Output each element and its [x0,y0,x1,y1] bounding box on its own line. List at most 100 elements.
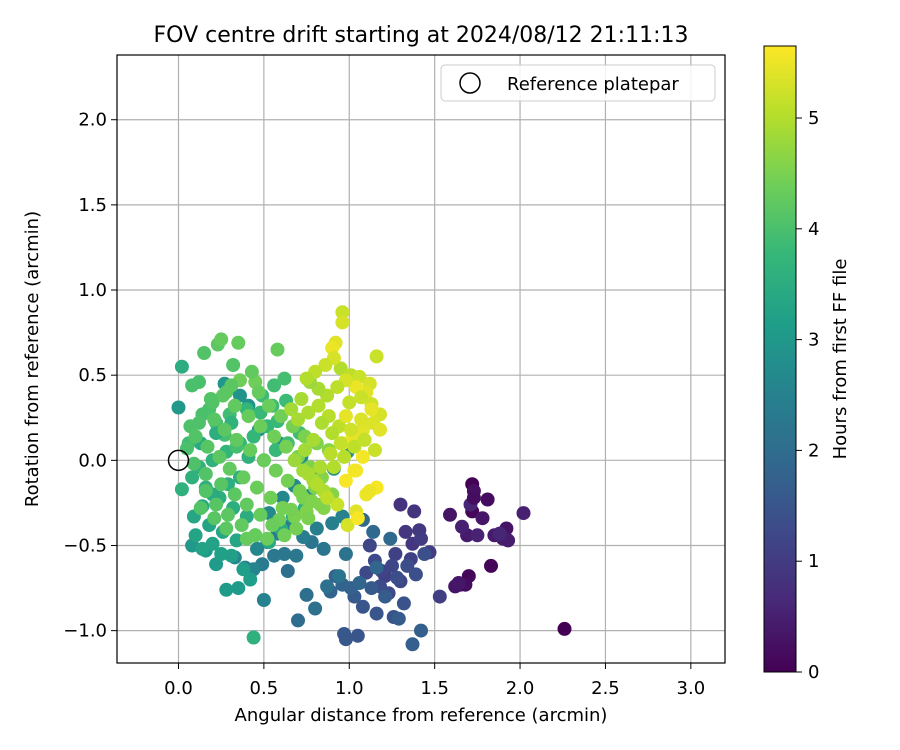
colorbar-tick-label: 1 [808,551,819,572]
data-point [174,482,189,497]
data-point [227,398,242,413]
data-point [277,528,292,543]
data-point [243,572,258,587]
data-point [227,487,242,502]
data-point [226,358,241,372]
data-point [291,412,305,427]
data-point [188,528,203,543]
data-point [340,518,355,533]
data-point [195,541,210,556]
data-point [221,507,235,522]
data-point [311,398,326,413]
data-point [369,560,384,575]
data-point [350,511,365,526]
data-point [443,507,457,522]
data-point [330,497,345,512]
data-point [239,497,254,512]
data-point [332,569,346,584]
legend: Reference platepar [440,64,716,102]
data-point [214,477,229,492]
data-point [274,409,288,424]
colorbar-axis: 0 1 2 3 4 5 [796,108,819,683]
data-point [414,623,428,638]
data-point [309,521,324,536]
data-point [267,429,282,444]
data-point [239,531,254,546]
data-point [246,630,261,645]
x-axis-label: Angular distance from reference (arcmin) [235,705,608,726]
data-point [207,412,222,427]
data-points [171,305,572,652]
data-point [251,385,266,400]
data-point [400,558,415,573]
data-point [193,501,208,515]
x-tick-label: 1.0 [335,678,364,699]
reference-platepar-marker [167,449,190,472]
data-point [350,628,365,643]
data-point [250,541,264,556]
plot-frame [116,54,726,664]
data-point [246,429,261,444]
data-point [256,453,271,468]
data-point [557,621,572,636]
data-point [470,528,485,543]
data-point [299,587,314,602]
data-point [243,443,258,458]
data-point [244,364,259,379]
data-point [313,460,328,475]
data-point [214,547,229,561]
data-point [344,422,358,437]
data-point [354,412,369,427]
x-axis: 0.0 0.5 1.0 1.5 2.0 2.5 3.0 [164,663,705,699]
data-point [466,490,481,505]
data-point [219,521,234,536]
data-point [180,441,194,456]
data-point [203,392,218,406]
data-point [316,541,331,556]
data-point [325,516,340,531]
data-point [268,463,283,478]
data-point [265,518,280,533]
data-point [318,358,333,372]
x-tick-label: 2.5 [591,678,620,699]
data-point [262,398,276,413]
data-point [320,490,335,505]
data-point [215,388,230,403]
data-point [186,456,201,471]
data-point [326,460,341,475]
data-point [236,470,251,485]
data-point [475,511,490,526]
x-tick-label: 2.0 [506,678,535,699]
data-point [364,581,379,596]
data-point [212,449,227,464]
data-point [229,432,244,447]
data-point [234,518,249,533]
reference-marker [167,449,190,472]
data-point [263,490,278,505]
data-point [369,349,384,364]
data-point [357,432,372,447]
data-point [197,346,212,360]
data-point [362,484,377,498]
data-point [337,627,352,641]
data-point [407,504,422,519]
data-point [408,567,423,582]
data-point [320,579,335,594]
data-point [292,484,307,498]
data-point [267,548,282,563]
y-tick-label: 1.5 [78,195,107,216]
data-point [323,446,338,461]
grid [117,55,725,663]
data-point [355,449,370,464]
data-point [414,531,428,546]
legend-box [440,64,716,102]
data-point [185,470,200,485]
data-point [484,558,498,573]
data-point [369,606,384,621]
colorbar-tick-label: 3 [808,330,819,351]
data-point [299,371,314,386]
data-point [349,463,364,478]
colorbar-label: Hours from first FF file [830,259,851,460]
data-point [362,538,377,553]
y-tick-label: 1.0 [78,280,107,301]
